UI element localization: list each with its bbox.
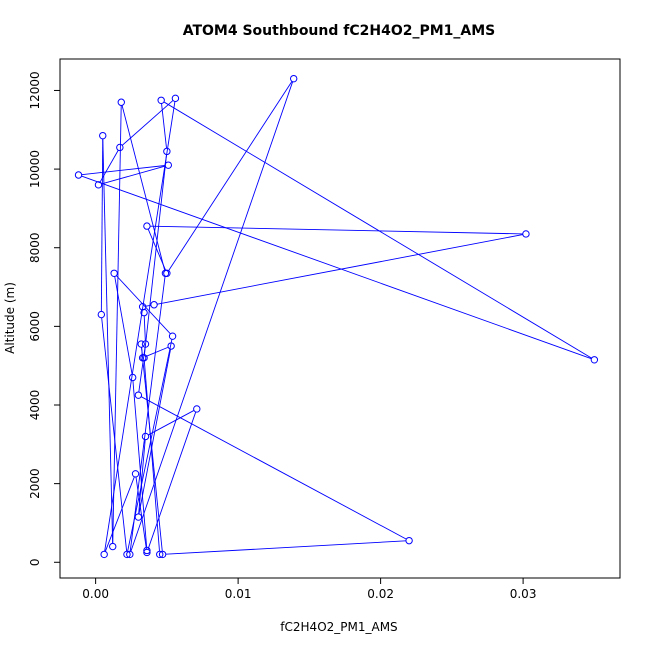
y-tick-label: 12000: [28, 71, 42, 109]
data-point: [193, 405, 201, 413]
y-tick-label: 10000: [28, 150, 42, 188]
series-segment: [100, 138, 104, 312]
data-point: [289, 74, 298, 83]
series-segment: [168, 81, 293, 271]
series-segment: [129, 276, 166, 552]
data-point: [156, 550, 164, 559]
y-tick-label: 4000: [28, 390, 42, 421]
data-point: [110, 269, 118, 277]
data-point: [167, 342, 175, 350]
data-point: [171, 94, 180, 103]
series-segment: [145, 346, 169, 358]
series-segment: [101, 317, 128, 552]
x-tick-label: 0.00: [82, 587, 109, 601]
chart-title: ATOM4 Southbound fC2H4O2_PM1_AMS: [183, 23, 496, 39]
series-segment: [121, 105, 166, 271]
data-point: [163, 147, 171, 156]
series-segment: [104, 101, 176, 552]
data-point: [164, 161, 172, 169]
x-tick-label: 0.03: [510, 587, 537, 601]
data-point: [74, 171, 83, 179]
data-point: [99, 131, 107, 140]
series-segment: [163, 101, 592, 359]
data-point: [131, 470, 140, 478]
y-tick-label: 2000: [28, 468, 42, 499]
plot-frame: [59, 58, 621, 579]
series-segment: [143, 154, 167, 355]
data-point: [141, 340, 150, 348]
x-axis: 0.00 0.01 0.02 0.03: [82, 578, 536, 601]
data-point: [143, 222, 151, 230]
data-point: [128, 373, 137, 382]
data-point: [140, 308, 148, 317]
data-point: [405, 536, 413, 545]
x-tick-label: 0.02: [367, 587, 394, 601]
series-segment: [132, 380, 148, 548]
data-point: [134, 391, 143, 399]
series-segment: [99, 150, 119, 183]
series-segment: [81, 165, 166, 176]
series-segment: [143, 360, 160, 552]
y-tick-label: 8000: [28, 232, 42, 263]
data-point: [163, 269, 171, 277]
series-segment: [121, 100, 174, 146]
series-segment: [143, 315, 146, 341]
series-segment: [157, 234, 523, 305]
series-segment: [161, 103, 167, 149]
data-point: [157, 96, 165, 104]
data-point: [140, 354, 148, 362]
series-segment: [140, 396, 407, 540]
series-segment: [130, 81, 294, 552]
data-point: [143, 548, 151, 557]
x-tick-label: 0.01: [225, 587, 252, 601]
series-segment: [104, 476, 135, 552]
data-point: [522, 230, 530, 238]
series-segment: [148, 410, 195, 436]
data-point: [100, 550, 108, 559]
data-point: [150, 301, 158, 309]
series-segment: [165, 540, 406, 555]
y-tick-label: 0: [28, 558, 42, 566]
data-point: [117, 98, 125, 106]
series-segment: [141, 347, 143, 355]
x-axis-label: fC2H4O2_PM1_AMS: [280, 620, 397, 634]
data-point: [123, 550, 131, 559]
data-point: [134, 513, 143, 521]
y-axis: 0 2000 4000 6000 8000 10000 12000: [28, 71, 60, 566]
data-point: [126, 550, 134, 559]
series-segment: [135, 476, 147, 550]
data-point: [97, 310, 106, 319]
series-segment: [102, 138, 114, 544]
data-point: [168, 332, 177, 340]
data-point: [143, 546, 151, 555]
data-point: [109, 542, 117, 551]
series-segment: [81, 175, 592, 360]
data-point: [116, 143, 124, 152]
y-tick-label: 6000: [28, 311, 42, 342]
series-segment: [147, 411, 197, 550]
series-segment: [150, 225, 523, 235]
series-segment: [147, 228, 167, 271]
series-segment: [101, 165, 166, 185]
data-point: [94, 181, 103, 189]
data-point: [141, 432, 150, 441]
data-point: [137, 340, 145, 348]
series-layer: [74, 74, 599, 559]
data-point: [590, 356, 599, 364]
y-axis-label: Altitude (m): [3, 282, 17, 354]
data-point: [158, 550, 167, 559]
